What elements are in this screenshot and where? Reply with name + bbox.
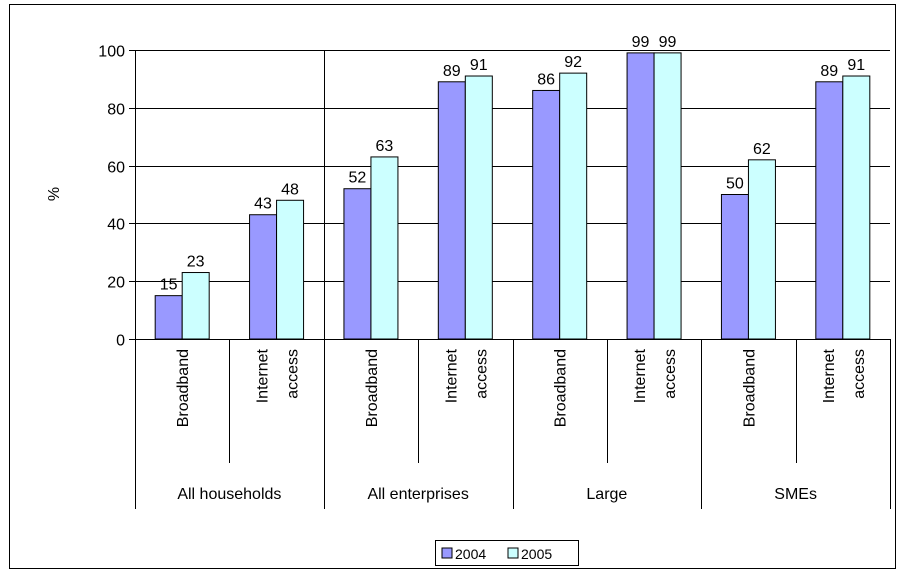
legend-label-2005: 2005 <box>521 546 552 562</box>
data-label-2005-4: 92 <box>564 54 582 71</box>
category-label: access <box>851 349 868 399</box>
data-labels: 15 23 43 48 52 63 89 91 86 92 99 99 50 62 89 91 <box>160 34 866 294</box>
data-label-2005-3: 91 <box>470 57 488 74</box>
bar-2005-5 <box>653 52 682 340</box>
category-label: access <box>662 349 679 399</box>
category-label: Internet <box>821 348 838 403</box>
data-label-2004-6: 50 <box>726 176 744 193</box>
legend-swatch-2004 <box>441 547 453 559</box>
bar-2004-4 <box>532 89 561 340</box>
data-label-2005-2: 63 <box>376 138 394 155</box>
bar-2005-1 <box>276 199 305 340</box>
y-tick-label: 80 <box>107 102 125 119</box>
group-label: SMEs <box>774 486 817 503</box>
data-label-2005-5: 99 <box>659 34 677 51</box>
y-tick-label: 60 <box>107 160 125 177</box>
legend-label-2004: 2004 <box>455 546 486 562</box>
category-label: Internet <box>255 348 272 403</box>
y-tick-label: 20 <box>107 275 125 292</box>
bar-2004-5 <box>626 52 655 340</box>
data-label-2004-5: 99 <box>632 34 650 51</box>
data-label-2005-0: 23 <box>187 254 205 271</box>
data-label-2005-1: 48 <box>281 181 299 198</box>
bar-2004-3 <box>437 81 466 340</box>
bar-2005-7 <box>842 75 871 340</box>
category-label: Broadband <box>553 349 570 427</box>
y-tick-label: 100 <box>98 44 125 61</box>
category-label: Broadband <box>175 349 192 427</box>
axes: 0 20 40 60 80 100 Broadband Internet access Broad… <box>98 44 891 509</box>
y-tick-label: 40 <box>107 217 125 234</box>
legend: 2004 2005 <box>435 540 579 566</box>
category-label: Internet <box>632 348 649 403</box>
bar-2004-2 <box>343 188 372 340</box>
bar-2005-6 <box>747 159 776 340</box>
data-label-2004-7: 89 <box>820 63 838 80</box>
bar-2005-4 <box>559 72 588 340</box>
bar-2005-2 <box>370 156 399 340</box>
data-label-2004-4: 86 <box>537 71 555 88</box>
category-label: Broadband <box>364 349 381 427</box>
group-label: All households <box>177 486 281 503</box>
data-label-2004-2: 52 <box>349 170 367 187</box>
group-label: Large <box>586 486 627 503</box>
data-label-2004-3: 89 <box>443 63 461 80</box>
category-label: Internet <box>443 348 460 403</box>
y-axis-label: % <box>46 187 63 201</box>
bar-2005-3 <box>464 75 493 340</box>
category-label: access <box>473 349 490 399</box>
y-tick-label: 0 <box>116 333 125 350</box>
bar-2004-6 <box>720 194 749 340</box>
data-label-2004-0: 15 <box>160 277 178 294</box>
category-label: Broadband <box>741 349 758 427</box>
data-label-2005-7: 91 <box>847 57 865 74</box>
data-label-2005-6: 62 <box>753 141 771 158</box>
bar-2004-7 <box>815 81 844 340</box>
legend-swatch-2005 <box>507 547 519 559</box>
bars <box>154 52 871 340</box>
bar-2005-0 <box>181 272 210 340</box>
data-label-2004-1: 43 <box>254 196 272 213</box>
bar-2004-0 <box>154 295 183 340</box>
bar-2004-1 <box>249 214 278 340</box>
group-label: All enterprises <box>367 486 468 503</box>
category-label: access <box>285 349 302 399</box>
legend-box <box>435 540 579 566</box>
